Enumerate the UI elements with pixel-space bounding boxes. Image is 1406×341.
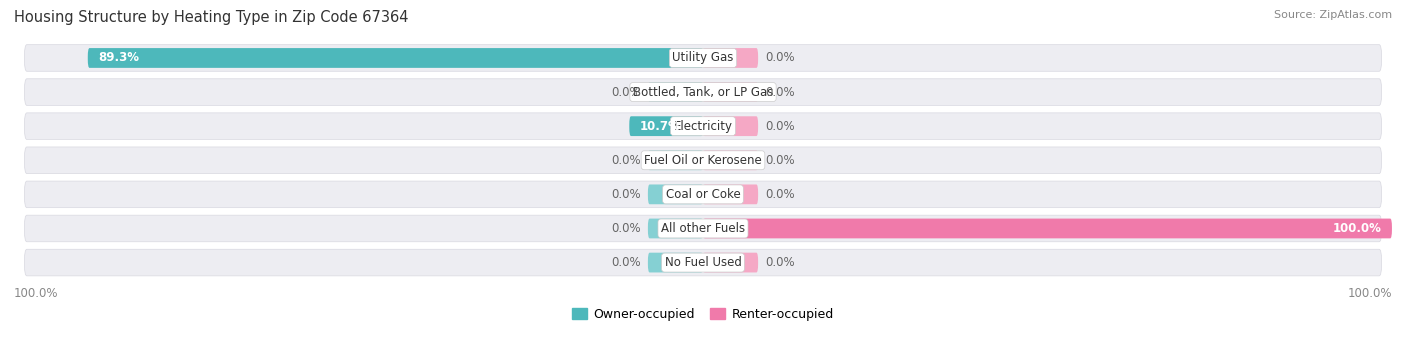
FancyBboxPatch shape bbox=[24, 181, 1382, 208]
FancyBboxPatch shape bbox=[703, 253, 758, 272]
FancyBboxPatch shape bbox=[648, 82, 703, 102]
Text: No Fuel Used: No Fuel Used bbox=[665, 256, 741, 269]
FancyBboxPatch shape bbox=[648, 184, 703, 204]
Text: 0.0%: 0.0% bbox=[765, 86, 794, 99]
Text: 0.0%: 0.0% bbox=[765, 51, 794, 64]
Text: 0.0%: 0.0% bbox=[765, 256, 794, 269]
Text: 0.0%: 0.0% bbox=[612, 86, 641, 99]
FancyBboxPatch shape bbox=[703, 48, 758, 68]
Text: 0.0%: 0.0% bbox=[765, 154, 794, 167]
FancyBboxPatch shape bbox=[648, 150, 703, 170]
Text: Bottled, Tank, or LP Gas: Bottled, Tank, or LP Gas bbox=[633, 86, 773, 99]
FancyBboxPatch shape bbox=[703, 150, 758, 170]
FancyBboxPatch shape bbox=[24, 79, 1382, 105]
Text: 100.0%: 100.0% bbox=[14, 287, 59, 300]
Text: 0.0%: 0.0% bbox=[612, 188, 641, 201]
Text: All other Fuels: All other Fuels bbox=[661, 222, 745, 235]
Text: 0.0%: 0.0% bbox=[765, 188, 794, 201]
FancyBboxPatch shape bbox=[703, 116, 758, 136]
FancyBboxPatch shape bbox=[24, 215, 1382, 242]
Text: Electricity: Electricity bbox=[673, 120, 733, 133]
Text: 0.0%: 0.0% bbox=[612, 222, 641, 235]
Text: 100.0%: 100.0% bbox=[1333, 222, 1382, 235]
Text: 0.0%: 0.0% bbox=[765, 120, 794, 133]
Legend: Owner-occupied, Renter-occupied: Owner-occupied, Renter-occupied bbox=[568, 303, 838, 326]
FancyBboxPatch shape bbox=[87, 48, 703, 68]
FancyBboxPatch shape bbox=[703, 184, 758, 204]
Text: 0.0%: 0.0% bbox=[612, 154, 641, 167]
FancyBboxPatch shape bbox=[630, 116, 703, 136]
Text: Utility Gas: Utility Gas bbox=[672, 51, 734, 64]
FancyBboxPatch shape bbox=[24, 113, 1382, 139]
FancyBboxPatch shape bbox=[648, 253, 703, 272]
FancyBboxPatch shape bbox=[24, 249, 1382, 276]
Text: Housing Structure by Heating Type in Zip Code 67364: Housing Structure by Heating Type in Zip… bbox=[14, 10, 409, 25]
Text: 100.0%: 100.0% bbox=[1347, 287, 1392, 300]
FancyBboxPatch shape bbox=[703, 82, 758, 102]
FancyBboxPatch shape bbox=[24, 147, 1382, 174]
FancyBboxPatch shape bbox=[703, 219, 1392, 238]
Text: Coal or Coke: Coal or Coke bbox=[665, 188, 741, 201]
Text: 0.0%: 0.0% bbox=[612, 256, 641, 269]
Text: 10.7%: 10.7% bbox=[640, 120, 681, 133]
Text: Fuel Oil or Kerosene: Fuel Oil or Kerosene bbox=[644, 154, 762, 167]
FancyBboxPatch shape bbox=[24, 45, 1382, 71]
Text: Source: ZipAtlas.com: Source: ZipAtlas.com bbox=[1274, 10, 1392, 20]
FancyBboxPatch shape bbox=[648, 219, 703, 238]
Text: 89.3%: 89.3% bbox=[98, 51, 139, 64]
